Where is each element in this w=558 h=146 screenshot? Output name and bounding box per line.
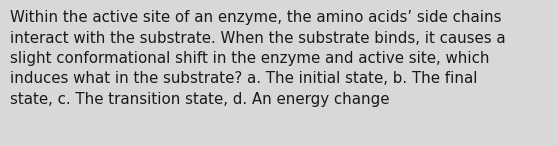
Text: Within the active site of an enzyme, the amino acids’ side chains
interact with : Within the active site of an enzyme, the…	[10, 10, 506, 107]
